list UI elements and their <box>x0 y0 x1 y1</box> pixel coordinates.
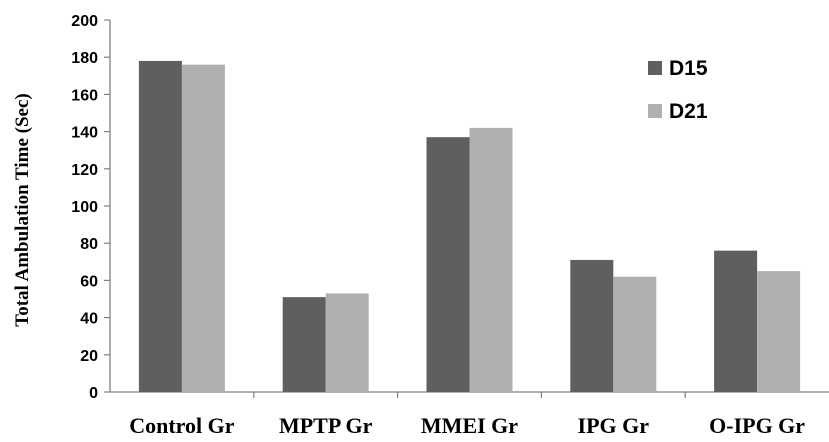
axes <box>104 19 829 398</box>
bar-d21-3 <box>613 276 657 392</box>
bar-d21-1 <box>325 293 369 392</box>
y-tick-label: 60 <box>80 273 98 290</box>
y-tick-label: 200 <box>71 13 98 30</box>
y-tick-label: 120 <box>71 162 98 179</box>
legend: D15 D21 <box>648 57 708 123</box>
y-tick-label: 40 <box>80 311 98 328</box>
bar-d21-0 <box>181 64 225 392</box>
x-tick-label: MPTP Gr <box>279 413 373 438</box>
legend-label-d21: D21 <box>669 100 708 123</box>
y-tick-label: 140 <box>71 125 98 142</box>
y-tick-label: 20 <box>80 348 98 365</box>
legend-swatch-d21 <box>648 104 662 118</box>
bar-d15-0 <box>138 60 182 393</box>
legend-swatch-d15 <box>648 61 662 75</box>
y-tick-label: 100 <box>71 199 98 216</box>
x-tick-label: IPG Gr <box>578 413 650 438</box>
bar-d21-2 <box>469 127 513 392</box>
y-tick-label: 160 <box>71 87 98 104</box>
bar-d15-2 <box>426 137 470 392</box>
y-tick-label: 0 <box>89 385 98 402</box>
x-tick-labels: Control Gr MPTP Gr MMEI Gr IPG Gr O-IPG Gr <box>129 413 805 438</box>
x-tick-label: Control Gr <box>129 413 235 438</box>
bar-d15-1 <box>282 297 326 392</box>
x-tick-label: O-IPG Gr <box>709 413 805 438</box>
bar-d15-3 <box>570 259 614 392</box>
bar-d21-4 <box>757 271 801 392</box>
bars <box>138 60 801 393</box>
y-axis-label: Total Ambulation Time (Sec) <box>12 93 33 326</box>
bar-d15-4 <box>714 250 758 392</box>
y-tick-labels: 0 20 40 60 80 100 120 140 160 180 200 <box>71 13 98 402</box>
y-tick-label: 80 <box>80 236 98 253</box>
legend-label-d15: D15 <box>669 57 708 80</box>
x-tick-label: MMEI Gr <box>421 413 518 438</box>
y-tick-label: 180 <box>71 50 98 67</box>
